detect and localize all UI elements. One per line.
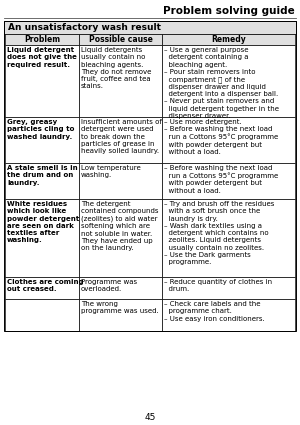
Text: Liquid detergents
usually contain no
bleaching agents.
They do not remove
fruit,: Liquid detergents usually contain no ble… (81, 47, 152, 89)
Bar (162, 117, 295, 163)
Text: Insufficient amounts of
detergent were used
to break down the
particles of greas: Insufficient amounts of detergent were u… (81, 119, 162, 154)
Bar (162, 34, 295, 45)
Bar (79, 45, 162, 117)
Text: Clothes are coming
out creased.: Clothes are coming out creased. (7, 279, 84, 292)
Bar (162, 277, 295, 299)
Text: Problem solving guide: Problem solving guide (163, 6, 295, 16)
Text: An unsatisfactory wash result: An unsatisfactory wash result (8, 23, 161, 32)
Text: Low temperature
washing.: Low temperature washing. (81, 165, 141, 178)
Bar (4, 21, 296, 331)
Text: White residues
which look like
powder detergent
are seen on dark
textiles after
: White residues which look like powder de… (7, 201, 79, 243)
Bar (5, 299, 79, 331)
Text: 45: 45 (144, 413, 156, 422)
Text: – Try and brush off the residues
  with a soft brush once the
  laundry is dry.
: – Try and brush off the residues with a … (164, 201, 274, 265)
Text: The wrong
programme was used.: The wrong programme was used. (81, 301, 159, 314)
Bar (79, 163, 162, 199)
Bar (5, 45, 79, 117)
Bar (5, 199, 79, 277)
Bar (162, 163, 295, 199)
Bar (5, 34, 79, 45)
Bar (79, 34, 162, 45)
Bar (162, 199, 295, 277)
Text: Programme was
overloaded.: Programme was overloaded. (81, 279, 137, 292)
Text: – Before washing the next load
  run a Cottons 95°C programme
  with powder dete: – Before washing the next load run a Cot… (164, 165, 278, 194)
Text: A stale smell is in
the drum and on
laundry.: A stale smell is in the drum and on laun… (7, 165, 78, 185)
Text: – Reduce quantity of clothes in
  drum.: – Reduce quantity of clothes in drum. (164, 279, 272, 292)
Bar (5, 277, 79, 299)
Text: Problem: Problem (24, 35, 60, 44)
Bar (79, 117, 162, 163)
Bar (162, 45, 295, 117)
Text: Possible cause: Possible cause (88, 35, 152, 44)
Bar (5, 163, 79, 199)
Bar (5, 117, 79, 163)
Text: – Use more detergent.
– Before washing the next load
  run a Cottons 95°C progra: – Use more detergent. – Before washing t… (164, 119, 278, 155)
Text: The detergent
contained compounds
(zeolites) to aid water
softening which are
no: The detergent contained compounds (zeoli… (81, 201, 158, 251)
Bar (162, 299, 295, 331)
Bar (79, 277, 162, 299)
Text: – Use a general purpose
  detergent containing a
  bleaching agent.
– Pour stain: – Use a general purpose detergent contai… (164, 47, 279, 119)
Text: Grey, greasy
particles cling to
washed laundry.: Grey, greasy particles cling to washed l… (7, 119, 74, 139)
Bar (79, 299, 162, 331)
Text: Liquid detergent
does not give the
required result.: Liquid detergent does not give the requi… (7, 47, 77, 68)
Bar (79, 199, 162, 277)
Bar (4, 21, 296, 34)
Text: – Check care labels and the
  programme chart.
– Use easy iron conditioners.: – Check care labels and the programme ch… (164, 301, 265, 321)
Text: Remedy: Remedy (211, 35, 246, 44)
